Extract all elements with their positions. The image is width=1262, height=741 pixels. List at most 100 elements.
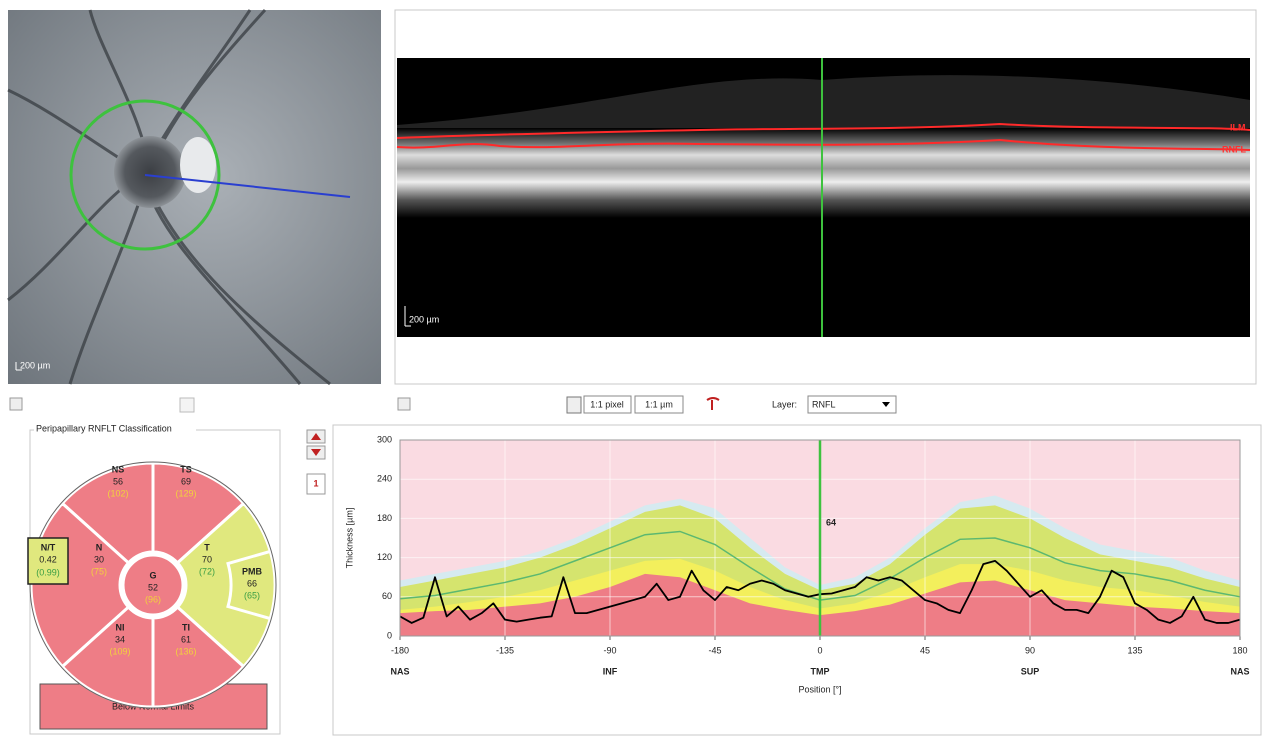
- sector: [60, 461, 155, 566]
- sector-normal: (129): [175, 488, 196, 498]
- icon-button[interactable]: [566, 396, 582, 414]
- layer-label: ILM: [1230, 122, 1246, 132]
- sector-value: 52: [148, 582, 158, 592]
- up-arrow: [311, 433, 321, 440]
- disc-rim: [180, 137, 216, 193]
- y-tick-label: 0: [387, 630, 392, 640]
- sector-name: TI: [182, 622, 190, 632]
- scale-bar: [404, 306, 411, 327]
- axes-frame: [399, 439, 1241, 637]
- region-label: TMP: [811, 666, 830, 676]
- rnfl-line: [396, 138, 1251, 151]
- wheel-outline: [29, 461, 277, 709]
- retina-layers: [397, 128, 1250, 218]
- region-label: SUP: [1021, 666, 1040, 676]
- sector-normal: (65): [244, 590, 260, 600]
- ilm-line: [396, 122, 1251, 139]
- x-tick-label: -90: [603, 645, 616, 655]
- sector-value: 69: [181, 476, 191, 486]
- bscan-view: ILM RNFL 200 µm: [394, 9, 1257, 385]
- scale-label: 200 µm: [409, 314, 439, 324]
- icon-button[interactable]: [9, 397, 23, 411]
- x-tick-label: 180: [1232, 645, 1247, 655]
- region-label: INF: [603, 666, 618, 676]
- scale-bar: [15, 362, 22, 371]
- sector-normal: (136): [175, 646, 196, 656]
- sector-name: NI: [116, 622, 125, 632]
- x-tick-label: -180: [391, 645, 409, 655]
- y-tick-label: 300: [377, 434, 392, 444]
- classification-panel: Peripapillary RNFLT Classification Below…: [27, 423, 281, 735]
- sector-name: TS: [180, 464, 192, 474]
- sector-name: T: [204, 542, 210, 552]
- sector-value: 56: [113, 476, 123, 486]
- sector: [151, 461, 246, 566]
- sector-value: 66: [247, 578, 257, 588]
- sector-normal: (96): [145, 594, 161, 604]
- sector-name: PMB: [242, 566, 263, 576]
- scale-label: 200 µm: [20, 360, 50, 370]
- scan-circle: [69, 99, 221, 251]
- panel-title: Peripapillary RNFLT Classification: [36, 423, 172, 433]
- x-tick-label: 90: [1025, 645, 1035, 655]
- profile-number: 1: [313, 478, 318, 488]
- vitreous: [397, 75, 1250, 135]
- optic-disc: [114, 136, 186, 208]
- region-label: NAS: [390, 666, 409, 676]
- zoom-button-label: 1:1 pixel: [590, 399, 624, 409]
- zoom-button[interactable]: [583, 395, 632, 414]
- thickness-plot: 1 0 60 120 180 240 300 -180 -135 -90 -45 0 45 90 135 1…: [306, 424, 1262, 736]
- ratio-value: 0.42: [39, 554, 57, 564]
- icon-button[interactable]: [179, 397, 195, 413]
- icon-button[interactable]: [706, 397, 720, 410]
- sector-value: 61: [181, 634, 191, 644]
- y-tick-label: 240: [377, 474, 392, 484]
- x-tick-label: 45: [920, 645, 930, 655]
- sector: [151, 604, 246, 709]
- x-tick-label: 135: [1127, 645, 1142, 655]
- x-tick-label: -45: [708, 645, 721, 655]
- x-tick-label: -135: [496, 645, 514, 655]
- sector: [121, 553, 185, 617]
- reference-line: [144, 174, 351, 198]
- ratio-normal: (0.99): [36, 567, 60, 577]
- profile-box[interactable]: [306, 473, 326, 495]
- ratio-box: [27, 537, 69, 585]
- sector-normal: (72): [199, 566, 215, 576]
- dropdown-arrow: [882, 402, 890, 407]
- toolbar: 1:1 pixel 1:1 µm Layer: RNFL: [9, 395, 897, 414]
- sector-name: G: [149, 570, 156, 580]
- sector: [60, 604, 155, 709]
- y-tick-label: 180: [377, 513, 392, 523]
- layer-caption: Layer:: [772, 399, 797, 409]
- zoom-button-label: 1:1 µm: [645, 399, 673, 409]
- icon-button[interactable]: [397, 397, 411, 411]
- y-tick-label: 60: [382, 591, 392, 601]
- sector-value: 34: [115, 634, 125, 644]
- fundus-view: 200 µm: [7, 8, 381, 386]
- x-tick-label: 0: [817, 645, 822, 655]
- y-axis-label: Thickness [µm]: [344, 508, 354, 569]
- sector-normal: (102): [107, 488, 128, 498]
- title-bg: [34, 423, 196, 435]
- x-axis-label: Position [°]: [798, 684, 841, 694]
- ratio-name: N/T: [41, 542, 56, 552]
- fundus-image: [8, 10, 381, 384]
- sector-name: N: [96, 542, 103, 552]
- down-arrow: [311, 449, 321, 456]
- region-label: NAS: [1230, 666, 1249, 676]
- sector: [226, 549, 277, 621]
- cursor-value: 64: [826, 517, 836, 527]
- sector: [175, 501, 277, 669]
- sector-value: 30: [94, 554, 104, 564]
- sector-normal: (75): [91, 566, 107, 576]
- sector-name: NS: [112, 464, 125, 474]
- zoom-button[interactable]: [634, 395, 684, 414]
- layer-select[interactable]: [807, 395, 897, 414]
- layer-label: RNFL: [1222, 144, 1246, 154]
- layer-select-value: RNFL: [812, 399, 836, 409]
- sector-normal: (109): [109, 646, 130, 656]
- sector-value: 70: [202, 554, 212, 564]
- y-tick-label: 120: [377, 552, 392, 562]
